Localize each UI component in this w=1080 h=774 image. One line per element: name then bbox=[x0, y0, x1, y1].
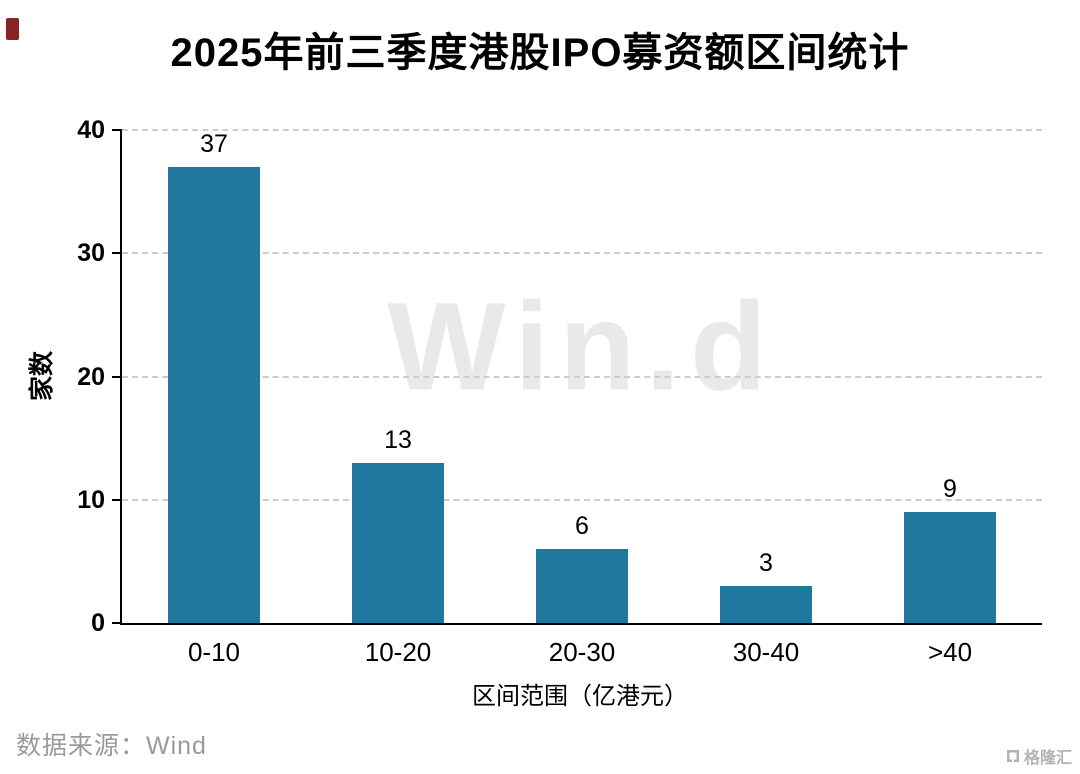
y-axis-tick bbox=[112, 498, 122, 501]
y-axis-tick bbox=[112, 375, 122, 378]
y-axis-tick bbox=[112, 252, 122, 255]
x-axis-label: 区间范围（亿港元） bbox=[472, 683, 688, 710]
chart-title: 2025年前三季度港股IPO募资额区间统计 bbox=[170, 31, 910, 75]
y-axis-tick bbox=[112, 622, 122, 624]
plot-area: Win.d 0 10 20 30 40 37 0-10 13 10-20 6 20-30 3 30-40… bbox=[77, 116, 1042, 667]
x-tick-label: >40 bbox=[927, 637, 973, 667]
wind-watermark: Win.d bbox=[387, 277, 777, 417]
y-tick-label: 0 bbox=[91, 609, 105, 637]
x-tick-label: 10-20 bbox=[364, 637, 432, 667]
gridline bbox=[122, 252, 1042, 255]
x-tick-label: 30-40 bbox=[732, 637, 800, 667]
gridline bbox=[122, 498, 1042, 501]
bar-value-label: 9 bbox=[943, 475, 957, 503]
y-tick-label: 30 bbox=[77, 239, 105, 268]
bar bbox=[168, 167, 260, 623]
y-axis-tick bbox=[112, 129, 122, 131]
bar-value-label: 6 bbox=[575, 512, 589, 540]
gelonghui-logo: 格隆汇 bbox=[1005, 744, 1072, 768]
bar bbox=[904, 512, 996, 623]
data-source: 数据来源：Wind bbox=[16, 732, 207, 760]
gelonghui-logo-icon bbox=[1005, 748, 1021, 764]
y-tick-label: 20 bbox=[77, 362, 105, 391]
gridline bbox=[122, 375, 1042, 378]
bar-value-label: 37 bbox=[200, 130, 228, 158]
corner-mark bbox=[6, 18, 19, 40]
y-tick-label: 10 bbox=[77, 485, 105, 514]
x-tick-label: 20-30 bbox=[548, 637, 616, 667]
x-tick-label: 0-10 bbox=[187, 637, 241, 667]
bar-value-label: 13 bbox=[384, 426, 412, 454]
bar-value-label: 3 bbox=[759, 549, 773, 577]
y-tick-label: 40 bbox=[77, 116, 105, 144]
gelonghui-logo-text: 格隆汇 bbox=[1023, 750, 1072, 767]
gridline bbox=[122, 129, 1042, 131]
bar bbox=[720, 586, 812, 623]
bar bbox=[352, 463, 444, 623]
bar bbox=[536, 549, 628, 623]
